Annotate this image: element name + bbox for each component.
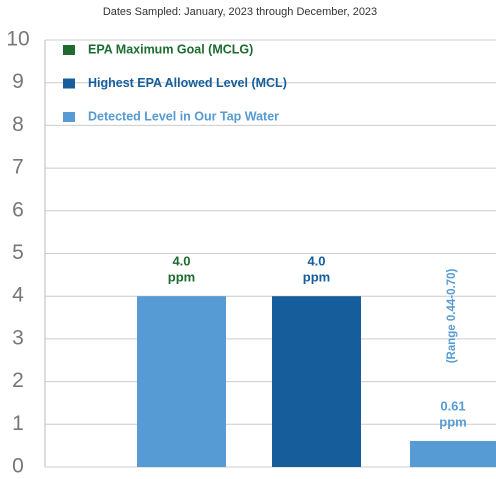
legend-swatch: [63, 112, 75, 122]
legend-label: Detected Level in Our Tap Water: [88, 109, 279, 123]
data-label: 4.0: [172, 254, 190, 269]
y-tick-label: 7: [12, 156, 24, 179]
bar: [410, 440, 496, 467]
y-tick-label: 5: [12, 241, 24, 264]
chart-subtitle: Dates Sampled: January, 2023 through Dec…: [103, 6, 377, 18]
data-label-unit: ppm: [439, 414, 466, 429]
y-tick-label: 9: [12, 70, 24, 93]
data-label: 4.0: [307, 254, 325, 269]
legend-label: EPA Maximum Goal (MCLG): [88, 42, 253, 56]
legend-swatch: [63, 78, 75, 89]
annotation: (Range 0.44-0.70): [446, 269, 458, 364]
bar: [137, 296, 226, 467]
y-tick-label: 10: [6, 28, 29, 51]
legend-label: Highest EPA Allowed Level (MCL): [88, 76, 287, 90]
y-tick-label: 2: [12, 369, 24, 392]
legend-swatch: [63, 45, 75, 55]
data-label-unit: ppm: [168, 270, 195, 285]
y-tick-label: 8: [12, 113, 24, 136]
y-tick-label: 3: [12, 326, 24, 349]
y-tick-label: 4: [12, 284, 24, 307]
y-tick-label: 0: [12, 455, 24, 478]
y-tick-label: 1: [12, 412, 24, 435]
y-tick-label: 6: [12, 198, 24, 221]
data-label-unit: ppm: [303, 270, 330, 285]
bar: [272, 296, 361, 467]
data-label: 0.61: [440, 398, 465, 413]
